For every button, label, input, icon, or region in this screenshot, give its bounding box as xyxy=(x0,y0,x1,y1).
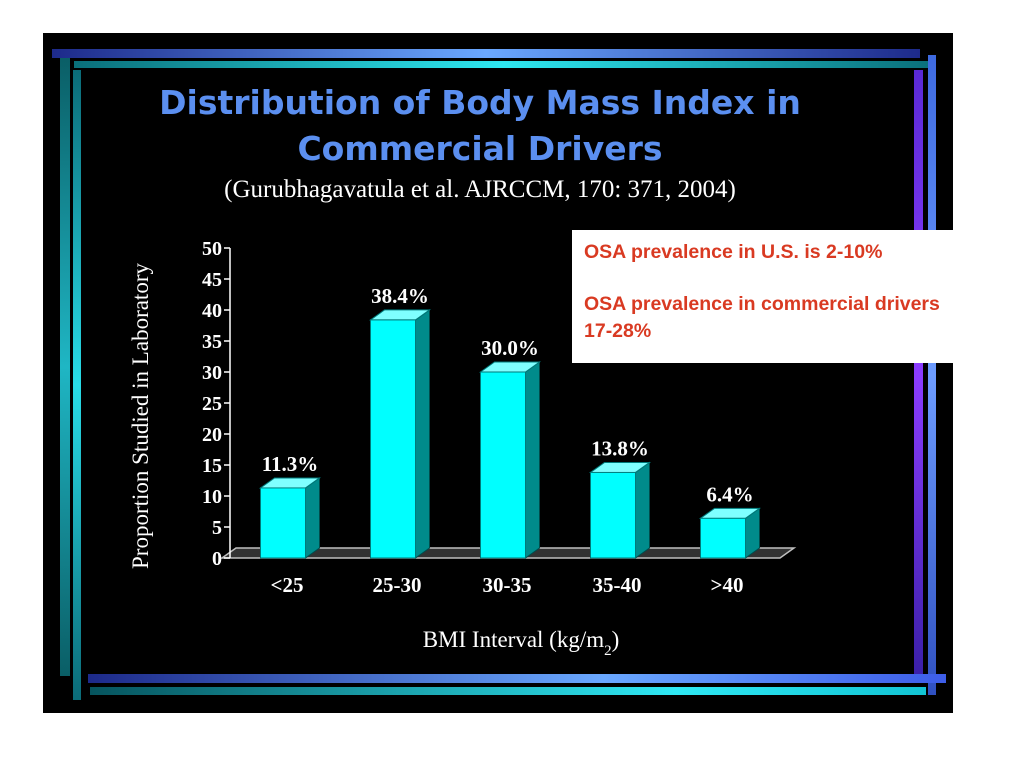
bottom-stripe-cyan xyxy=(90,687,926,695)
top-stripe-blue xyxy=(52,49,920,58)
x-category-label: <25 xyxy=(271,573,304,597)
bar xyxy=(258,476,322,559)
x-axis-title: BMI Interval (kg/m2) xyxy=(423,627,620,659)
bar-value-label: 11.3% xyxy=(262,452,319,476)
x-category-label: 30-35 xyxy=(483,573,532,597)
bottom-stripe-blue xyxy=(88,674,946,683)
bar-front xyxy=(700,517,746,559)
bar xyxy=(588,461,652,559)
right-stripe-blue xyxy=(928,55,936,695)
bar xyxy=(478,361,542,559)
bar-front xyxy=(370,319,416,559)
bar-side xyxy=(635,461,650,559)
bar-value-label: 38.4% xyxy=(371,284,429,308)
chart-title-line1: Distribution of Body Mass Index in xyxy=(159,83,801,122)
bar xyxy=(698,507,762,559)
bar-side xyxy=(525,361,540,559)
chart-title-line2: Commercial Drivers xyxy=(297,129,663,168)
citation: (Gurubhagavatula et al. AJRCCM, 170: 371… xyxy=(224,176,736,203)
bar-side xyxy=(305,476,320,559)
right-stripe-purple xyxy=(914,70,923,678)
left-stripe-teal xyxy=(60,58,70,676)
bar xyxy=(368,308,432,559)
bar-value-label: 30.0% xyxy=(481,336,539,360)
y-tick-label: 10 xyxy=(202,486,222,508)
y-axis-title: Proportion Studied in Laboratory xyxy=(128,263,153,569)
y-tick-label: 40 xyxy=(202,300,222,322)
y-tick-label: 25 xyxy=(202,393,222,415)
y-tick-label: 15 xyxy=(202,455,222,477)
bar-front xyxy=(480,371,526,559)
y-axis-layer: 0 5 10 15 20 25 30 35 40 45 50 xyxy=(202,238,231,570)
y-tick-label: 0 xyxy=(212,548,222,570)
x-category-label: 25-30 xyxy=(373,573,422,597)
labels-layer: 11.3% <25 38.4% 25-30 30.0% 30-35 13.8% 35-40 6.… xyxy=(262,284,754,597)
bar-front xyxy=(260,487,306,559)
bar-front xyxy=(590,471,636,559)
y-tick-label: 20 xyxy=(202,424,222,446)
chart-title: Distribution of Body Mass Index in Comme… xyxy=(0,80,960,172)
callout-line-drivers: OSA prevalence in commercial drivers 17-… xyxy=(584,293,940,342)
x-category-label: 35-40 xyxy=(593,573,642,597)
bar-side xyxy=(415,308,430,559)
y-tick-label: 5 xyxy=(212,517,222,539)
y-tick-label: 30 xyxy=(202,362,222,384)
y-tick-label: 50 xyxy=(202,238,222,260)
osa-callout-box: OSA prevalence in U.S. is 2-10% OSA prev… xyxy=(572,230,976,363)
y-tick-label: 45 xyxy=(202,269,222,291)
bars-layer xyxy=(258,308,762,559)
x-category-label: >40 xyxy=(711,573,744,597)
bar-value-label: 13.8% xyxy=(591,436,649,460)
callout-line-us: OSA prevalence in U.S. is 2-10% xyxy=(584,241,883,263)
y-tick-label: 35 xyxy=(202,331,222,353)
bar-value-label: 6.4% xyxy=(706,482,753,506)
left-stripe-cyan xyxy=(73,70,81,700)
top-stripe-cyan xyxy=(74,61,934,68)
